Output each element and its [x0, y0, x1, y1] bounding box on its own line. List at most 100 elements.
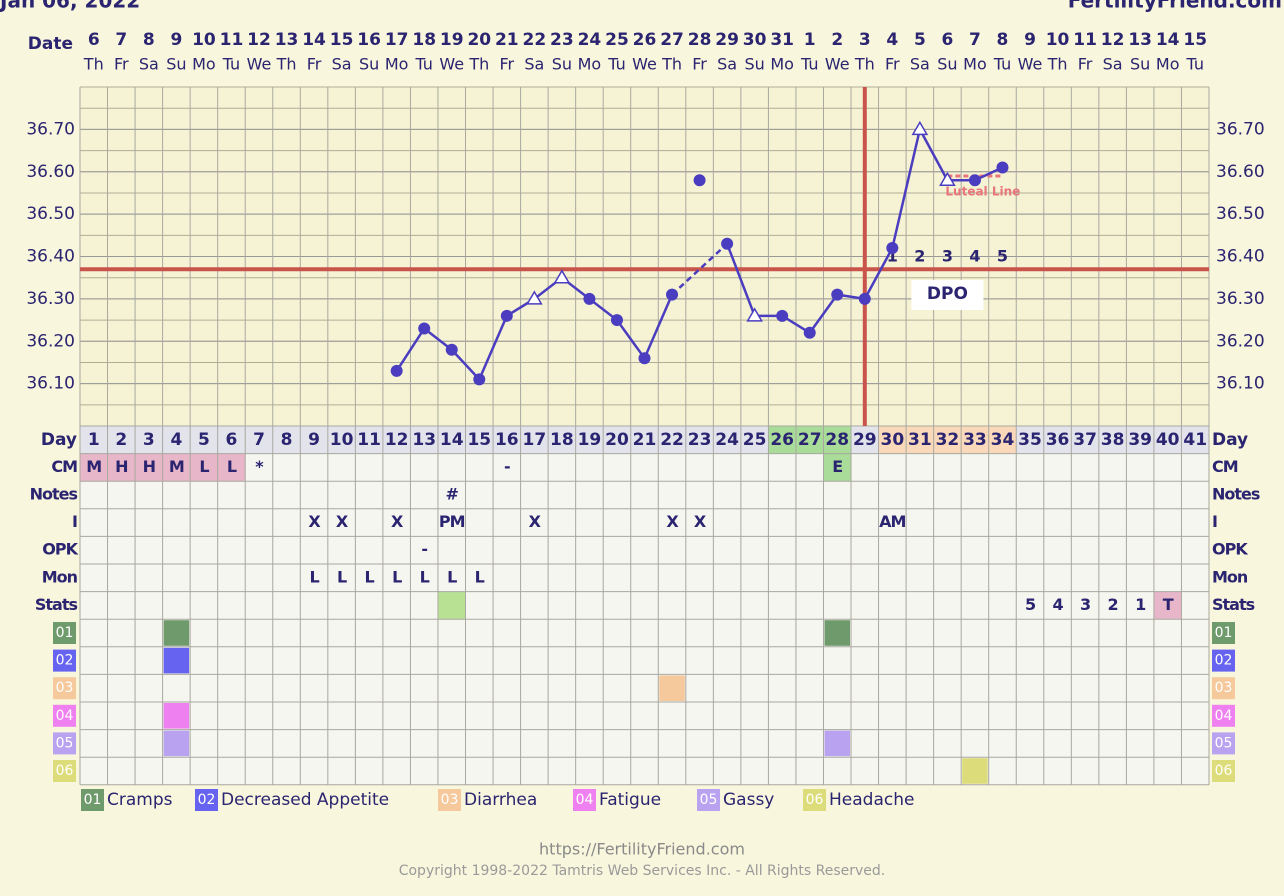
cell-text: # [446, 485, 459, 504]
day-number: 35 [1018, 430, 1042, 450]
weekday-label: Sa [910, 55, 930, 74]
date-label: 10 [1046, 30, 1070, 50]
temperature-point-open [526, 290, 543, 305]
cell-highlight [135, 453, 163, 482]
cell-text: X [308, 512, 321, 531]
code-box-text: 06 [56, 763, 74, 779]
legend-name: Headache [829, 790, 914, 810]
dpo-number: 1 [887, 247, 898, 266]
weekday-label: Su [552, 55, 572, 74]
weekday-label: Su [166, 55, 186, 74]
weekday-label: Fr [692, 55, 707, 74]
date-label: 18 [412, 30, 436, 50]
weekday-label: Th [854, 55, 875, 74]
day-number: 6 [226, 430, 238, 450]
cell-text: 4 [1052, 595, 1063, 614]
temperature-line [671, 242, 728, 296]
cell-text: - [504, 457, 510, 476]
weekday-label: Tu [607, 55, 625, 74]
symptom-cell [163, 620, 190, 646]
temperature-point [693, 174, 706, 187]
cell-text: 5 [1025, 595, 1036, 614]
day-number: 24 [715, 430, 739, 450]
cell-text: 3 [1080, 595, 1090, 614]
weekday-label: Fr [500, 55, 515, 74]
weekday-label: Fr [114, 55, 129, 74]
date-label: 13 [1128, 30, 1152, 50]
row-label-right: I [1212, 512, 1217, 531]
weekday-label: We [632, 55, 657, 74]
copyright: Copyright 1998-2022 Tamtris Web Services… [399, 863, 886, 879]
cell-text: X [694, 512, 707, 531]
weekday-label: Th [276, 55, 297, 74]
date-label: 6 [941, 30, 953, 50]
day-number: 17 [523, 430, 547, 450]
weekday-label: We [247, 55, 272, 74]
cell-text: H [143, 457, 155, 476]
date-label: 21 [495, 30, 519, 50]
date-label: 19 [440, 30, 464, 50]
symptom-cell [659, 675, 685, 701]
y-tick-label-right: 36.10 [1216, 374, 1265, 394]
weekday-label: Fr [1078, 55, 1093, 74]
code-box-text: 05 [56, 735, 74, 751]
date-label: 30 [743, 30, 767, 50]
temperature-point [583, 292, 596, 305]
legend-name: Diarrhea [464, 790, 537, 810]
date-label: 24 [578, 30, 602, 50]
date-label: 6 [88, 30, 100, 50]
legend-code: 01 [84, 792, 102, 808]
legend-swatch [697, 789, 720, 811]
temperature-line [725, 243, 756, 317]
code-box-right-text: 03 [1215, 680, 1233, 696]
day-number: 16 [495, 430, 519, 450]
day-number: 32 [936, 430, 960, 450]
y-tick-label-right: 36.40 [1216, 247, 1265, 267]
temperature-line [808, 293, 839, 334]
temperature-point [445, 343, 458, 356]
day-number: 15 [467, 430, 491, 450]
date-label: 29 [715, 30, 739, 50]
code-box-right-text: 04 [1215, 708, 1233, 724]
weekday-label: Su [937, 55, 957, 74]
cell-highlight [1153, 591, 1182, 620]
cell-text: L [365, 567, 375, 586]
dpo-label: DPO [927, 284, 968, 304]
date-label: Date [28, 34, 73, 54]
weekday-label: Tu [993, 55, 1011, 74]
code-box-right-text: 02 [1215, 653, 1233, 669]
day-number: 37 [1073, 430, 1097, 450]
temperature-point [500, 309, 513, 322]
date-label: 12 [247, 30, 271, 50]
date-label: 4 [886, 30, 898, 50]
temperature-line [918, 128, 949, 181]
date-label: 22 [523, 30, 547, 50]
weekday-label: Fr [885, 55, 900, 74]
day-number: 4 [170, 430, 182, 450]
date-label: 12 [1101, 30, 1125, 50]
cell-text: L [199, 457, 209, 476]
row-label: CM [51, 457, 77, 476]
symptom-cell [163, 730, 190, 757]
day-number: 8 [281, 430, 293, 450]
symptom-cell [824, 730, 851, 757]
code-box-text: 04 [56, 708, 74, 724]
y-tick-label: 36.20 [26, 331, 75, 351]
site-name: FertilityFriend.com [1068, 0, 1282, 13]
day-number: 12 [385, 430, 409, 450]
row-label: Mon [42, 567, 78, 586]
code-box-right [1212, 649, 1235, 672]
code-box-right [1212, 760, 1235, 782]
temperature-line [450, 348, 481, 381]
day-number: 11 [357, 430, 381, 450]
day-highlight [878, 426, 907, 454]
row-label-right: Stats [1212, 595, 1255, 614]
day-number: 20 [605, 430, 629, 450]
date-label: 1 [804, 30, 816, 50]
code-box-text: 03 [56, 680, 74, 696]
y-tick-label-right: 36.50 [1216, 204, 1265, 224]
cell-text: 1 [1135, 595, 1146, 614]
weekday-label: Tu [414, 55, 432, 74]
day-highlight [795, 426, 824, 454]
